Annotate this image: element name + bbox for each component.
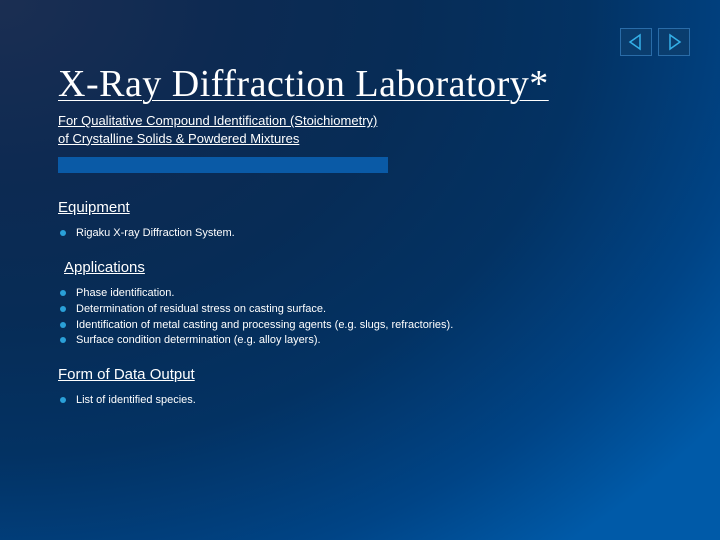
list-item: Rigaku X-ray Diffraction System. (60, 226, 658, 241)
heading-equipment: Equipment (58, 199, 658, 216)
section-equipment: Equipment Rigaku X-ray Diffraction Syste… (58, 199, 658, 241)
subtitle-line-2: of Crystalline Solids & Powdered Mixture… (58, 131, 299, 146)
output-list: List of identified species. (58, 393, 658, 408)
subtitle: For Qualitative Compound Identification … (58, 112, 658, 147)
applications-list: Phase identification. Determination of r… (58, 286, 658, 348)
slide-content: X-Ray Diffraction Laboratory* For Qualit… (58, 62, 658, 409)
list-item: Surface condition determination (e.g. al… (60, 333, 658, 348)
list-item: List of identified species. (60, 393, 658, 408)
accent-bar (58, 157, 388, 173)
section-applications: Applications Phase identification. Deter… (58, 259, 658, 348)
list-item: Identification of metal casting and proc… (60, 318, 658, 333)
section-output: Form of Data Output List of identified s… (58, 366, 658, 408)
list-item: Phase identification. (60, 286, 658, 301)
equipment-list: Rigaku X-ray Diffraction System. (58, 226, 658, 241)
heading-applications: Applications (64, 259, 658, 276)
list-item: Determination of residual stress on cast… (60, 302, 658, 317)
triangle-right-icon (665, 33, 683, 51)
triangle-left-icon (627, 33, 645, 51)
heading-output: Form of Data Output (58, 366, 658, 383)
page-title: X-Ray Diffraction Laboratory* (58, 62, 658, 106)
nav-button-group (620, 28, 690, 56)
subtitle-line-1: For Qualitative Compound Identification … (58, 113, 377, 128)
next-slide-button[interactable] (658, 28, 690, 56)
prev-slide-button[interactable] (620, 28, 652, 56)
